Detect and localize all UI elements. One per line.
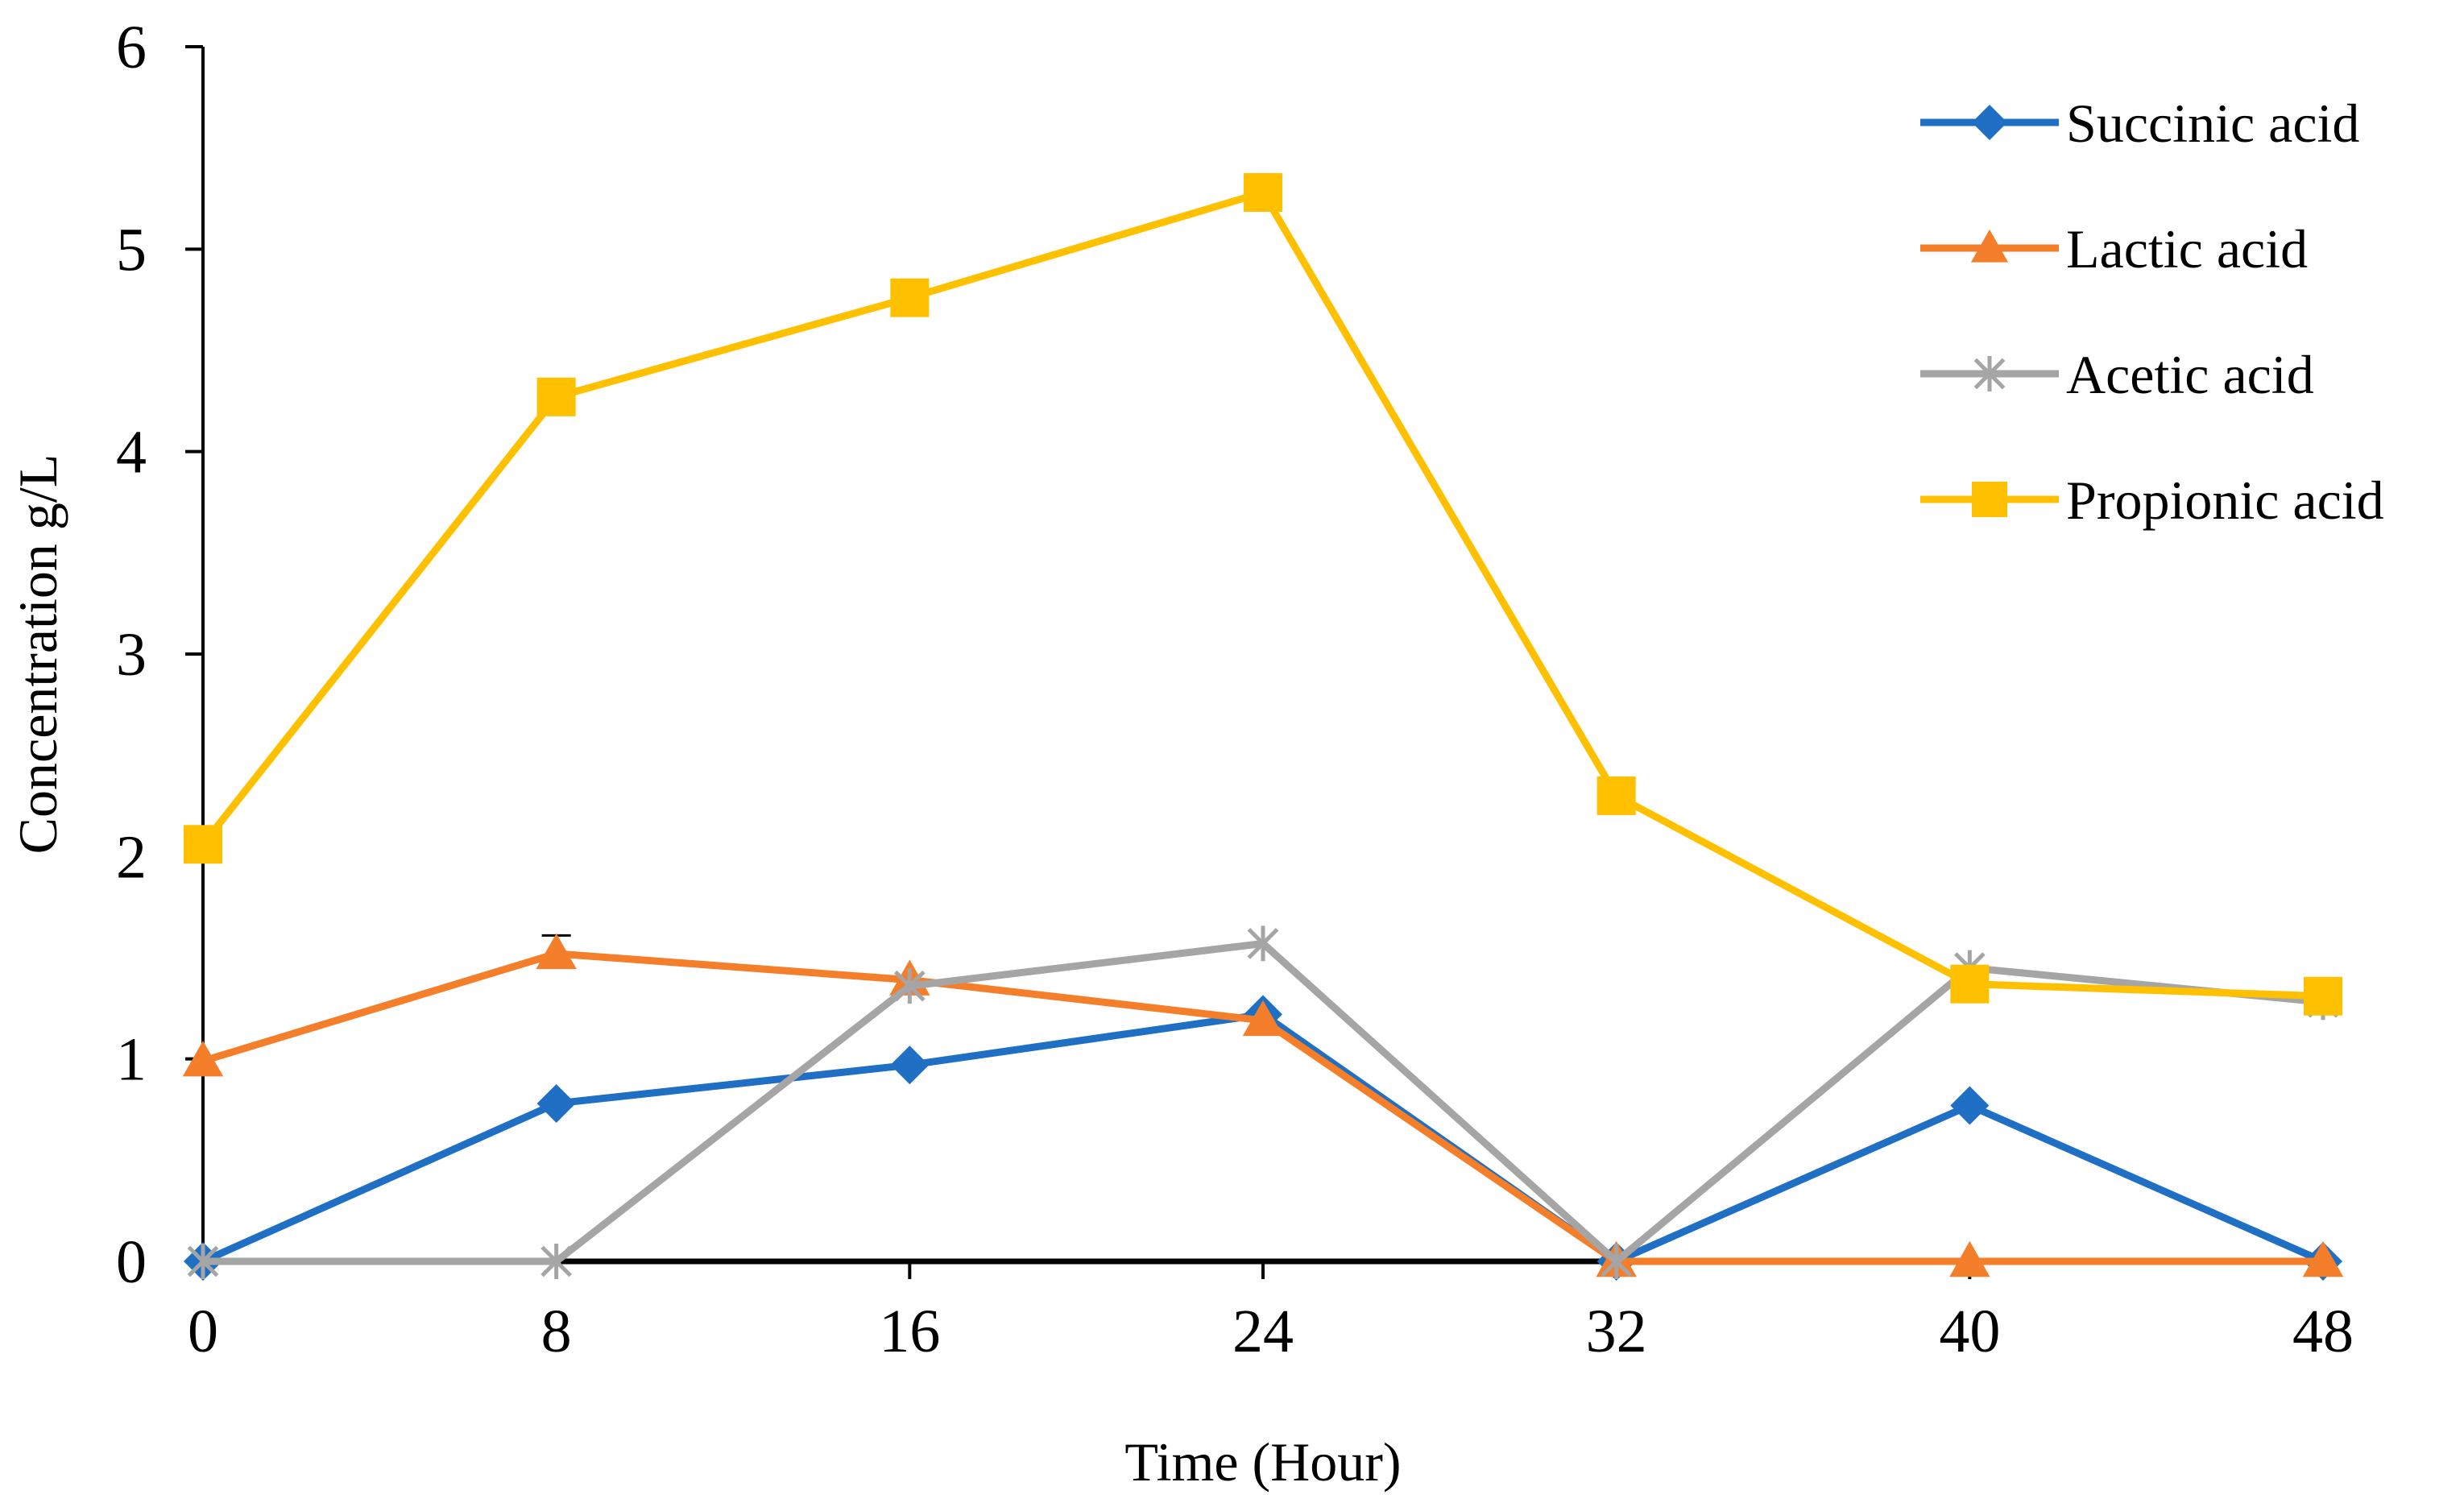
data-point-propionic-acid [2304,976,2342,1016]
series-acetic-acid [187,925,2339,1279]
data-point-propionic-acid [184,825,222,864]
y-axis-title: Concentration g/L [7,454,68,855]
legend: Succinic acid Lactic acid Acetic acid Propi… [1920,93,2384,531]
data-point-lactic-acid [536,933,577,970]
x-tick-label: 16 [879,1298,940,1365]
y-tick-label: 3 [116,621,147,689]
data-point-acetic-acid [1247,925,1279,962]
series-line-acetic-acid [203,939,2324,1265]
y-axis: 0 1 2 3 4 5 6 [116,14,205,1296]
data-point-acetic-acid-shape [1247,925,1279,962]
data-point-acetic-acid [1601,1244,1633,1279]
series-line-propionic-acid [200,188,2324,1000]
data-point-lactic-acid [1949,1240,1990,1277]
data-point-propionic-acid [890,278,930,317]
legend-label-succinic-acid: Succinic acid [2066,93,2359,154]
data-point-acetic-acid-shape [540,1244,573,1279]
series-lactic-acid [182,933,2344,1277]
data-point-succinic-acid [1950,1086,1990,1125]
series-line-succinic-acid [201,1010,2325,1265]
legend-marker-lactic-acid [1970,229,2009,263]
legend-item-propionic-acid: Propionic acid [1920,470,2384,531]
y-tick-label: 1 [116,1026,147,1094]
x-tick-label: 40 [1939,1298,2000,1365]
x-tick-label: 32 [1586,1298,1647,1365]
legend-item-lactic-acid: Lactic acid [1920,218,2308,279]
legend-marker-propionic-acid [1972,482,2007,517]
legend-marker-acetic-acid-shape [1973,356,2006,391]
data-point-succinic-acid [890,1045,930,1085]
data-point-propionic-acid [1244,172,1282,212]
y-tick-label: 2 [116,823,147,891]
legend-label-lactic-acid: Lactic acid [2066,218,2308,279]
data-point-acetic-acid-shape [893,968,926,1004]
legend-marker-succinic-acid [1972,105,2007,140]
x-axis: 0 8 16 24 32 40 48 [188,1258,2354,1365]
y-tick-label: 4 [116,419,147,487]
series-layer [182,172,2344,1281]
data-point-propionic-acid [536,377,576,416]
data-point-propionic-acid [1950,964,1990,1004]
x-tick-label: 8 [541,1298,572,1365]
legend-label-propionic-acid: Propionic acid [2066,470,2384,531]
series-succinic-acid [184,995,2342,1281]
data-point-acetic-acid-shape [1601,1244,1633,1279]
legend-label-acetic-acid: Acetic acid [2066,344,2314,405]
data-point-lactic-acid [2302,1240,2344,1277]
data-point-propionic-acid [1596,776,1636,815]
x-tick-label: 48 [2292,1298,2354,1365]
legend-marker-acetic-acid [1973,356,2006,391]
data-point-lactic-acid [182,1040,224,1077]
legend-item-succinic-acid: Succinic acid [1920,93,2359,154]
x-tick-label: 24 [1232,1298,1294,1365]
data-point-succinic-acid [536,1083,576,1123]
data-point-acetic-acid [540,1244,573,1279]
data-point-acetic-acid-shape [187,1244,219,1279]
y-tick-label: 0 [116,1228,147,1296]
data-point-acetic-acid [893,968,926,1004]
data-point-acetic-acid [187,1244,219,1279]
series-propionic-acid [184,172,2342,1016]
data-point-lactic-acid [1242,1000,1284,1037]
x-axis-title: Time (Hour) [1124,1431,1401,1493]
x-tick-label: 0 [188,1298,218,1365]
legend-item-acetic-acid: Acetic acid [1920,344,2314,405]
y-tick-label: 6 [116,14,147,81]
y-tick-label: 5 [116,216,147,284]
